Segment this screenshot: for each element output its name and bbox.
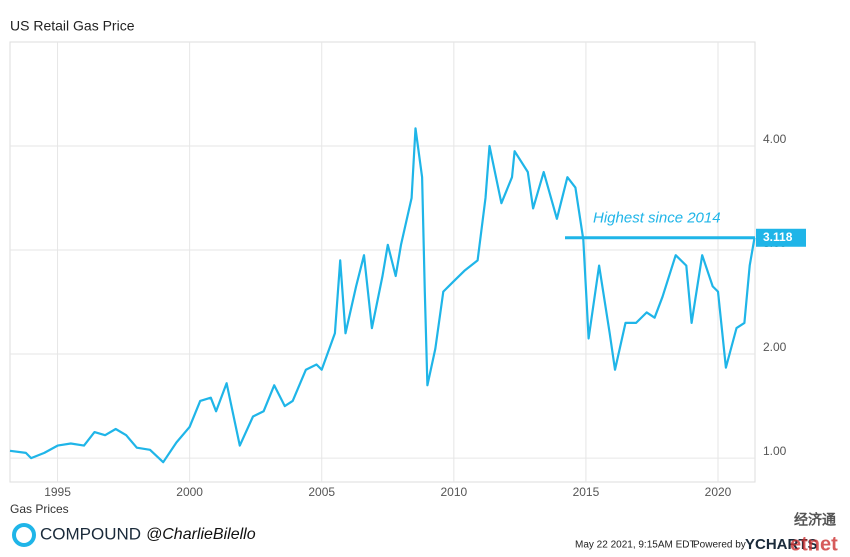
logo — [12, 523, 36, 547]
value-label: 3.118 — [763, 230, 793, 244]
x-tick-label: 2015 — [573, 485, 600, 499]
watermark: 经济通 — [794, 512, 836, 528]
x-tick-label: 2005 — [308, 485, 335, 499]
powered-by: Powered by — [693, 540, 746, 551]
marks — [9, 127, 756, 464]
x-tick-label: 1995 — [44, 485, 71, 499]
plot-frame — [9, 41, 756, 483]
value-badge — [756, 228, 806, 247]
x-tick-label: 2000 — [176, 485, 203, 499]
watermark: etnet — [790, 533, 838, 555]
annotation: Highest since 2014 — [593, 210, 721, 227]
provider: YCHARTS — [745, 536, 818, 553]
y-tick-label: 4.00 — [763, 132, 787, 146]
y-tick-label: 2.00 — [763, 340, 787, 354]
x-tick-label: 2010 — [440, 485, 467, 499]
timestamp: May 22 2021, 9:15AM EDT. — [575, 540, 697, 551]
handle: @CharlieBilello — [146, 526, 256, 543]
legend-label: Gas Prices — [10, 502, 69, 516]
branding: COMPOUND @CharlieBilello — [12, 523, 256, 547]
line — [9, 127, 756, 464]
grid — [10, 42, 755, 482]
brand: COMPOUND — [40, 524, 141, 543]
chart-title: US Retail Gas Price — [10, 18, 135, 34]
y-tick-label: 1.00 — [763, 444, 787, 458]
x-tick-label: 2020 — [705, 485, 732, 499]
